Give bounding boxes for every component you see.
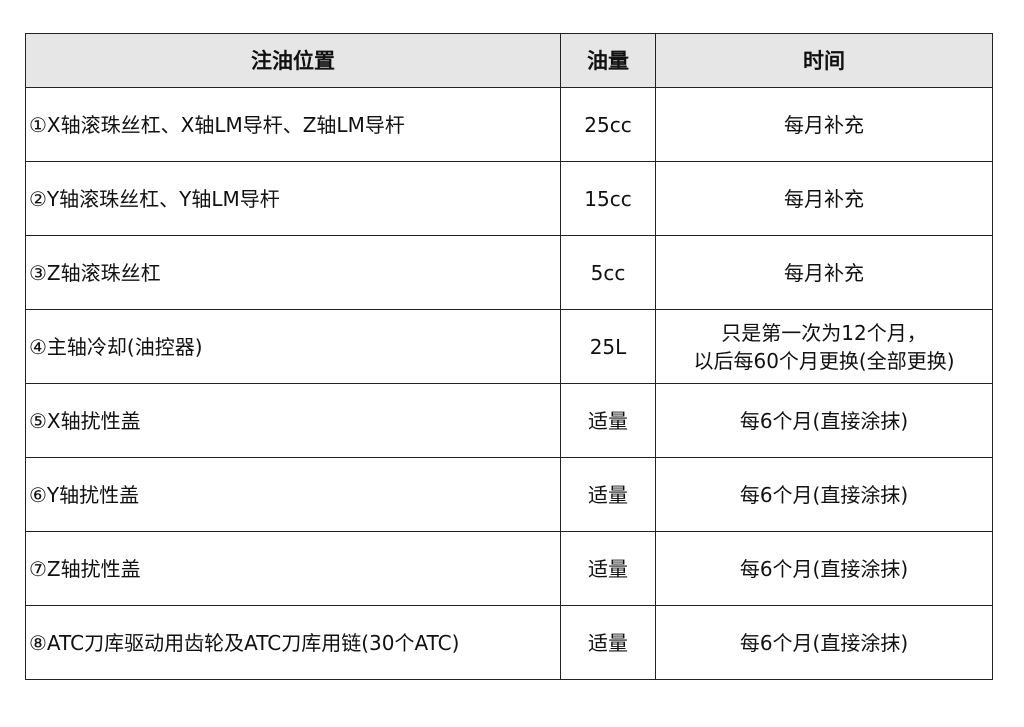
amount-text: 5cc (590, 260, 626, 285)
cell-amount: 25L (560, 309, 656, 384)
cell-position: ④主轴冷却(油控器) (25, 309, 561, 384)
time-text: 每月补充 (784, 186, 864, 211)
cell-position: ⑦Z轴扰性盖 (25, 531, 561, 606)
amount-text: 适量 (588, 630, 628, 655)
lubrication-table: 注油位置 油量 时间 ①X轴滚珠丝杠、X轴LM导杆、Z轴LM导杆 25cc 每月补充… (25, 33, 993, 680)
header-time: 时间 (655, 33, 993, 88)
amount-text: 适量 (588, 556, 628, 581)
table-row: ④主轴冷却(油控器) 25L 只是第一次为12个月， 以后每60个月更换(全部更换) (25, 309, 993, 384)
position-text: ②Y轴滚珠丝杠、Y轴LM导杆 (29, 186, 280, 211)
table-row: ⑥Y轴扰性盖 适量 每6个月(直接涂抹) (25, 457, 993, 532)
header-row: 注油位置 油量 时间 (25, 33, 993, 88)
cell-amount: 适量 (560, 605, 656, 680)
cell-time: 每6个月(直接涂抹) (655, 383, 993, 458)
amount-text: 25cc (584, 112, 632, 137)
time-text: 每6个月(直接涂抹) (739, 408, 909, 433)
amount-text: 适量 (588, 408, 628, 433)
cell-position: ①X轴滚珠丝杠、X轴LM导杆、Z轴LM导杆 (25, 87, 561, 162)
cell-amount: 15cc (560, 161, 656, 236)
table-row: ③Z轴滚珠丝杠 5cc 每月补充 (25, 235, 993, 310)
cell-position: ②Y轴滚珠丝杠、Y轴LM导杆 (25, 161, 561, 236)
time-text: 每6个月(直接涂抹) (739, 630, 909, 655)
position-text: ⑦Z轴扰性盖 (29, 556, 141, 581)
cell-time: 每6个月(直接涂抹) (655, 605, 993, 680)
position-text: ④主轴冷却(油控器) (29, 334, 203, 359)
table-row: ②Y轴滚珠丝杠、Y轴LM导杆 15cc 每月补充 (25, 161, 993, 236)
cell-time: 每6个月(直接涂抹) (655, 531, 993, 606)
cell-position: ⑤X轴扰性盖 (25, 383, 561, 458)
time-text: 每6个月(直接涂抹) (739, 482, 909, 507)
time-text: 只是第一次为12个月， (721, 320, 927, 345)
header-amount: 油量 (560, 33, 656, 88)
cell-time: 每月补充 (655, 235, 993, 310)
table-row: ⑦Z轴扰性盖 适量 每6个月(直接涂抹) (25, 531, 993, 606)
cell-time: 每月补充 (655, 161, 993, 236)
position-text: ⑧ATC刀库驱动用齿轮及ATC刀库用链(30个ATC) (29, 630, 460, 655)
cell-position: ⑧ATC刀库驱动用齿轮及ATC刀库用链(30个ATC) (25, 605, 561, 680)
table-row: ⑧ATC刀库驱动用齿轮及ATC刀库用链(30个ATC) 适量 每6个月(直接涂抹) (25, 605, 993, 680)
time-text: 每月补充 (784, 260, 864, 285)
cell-position: ③Z轴滚珠丝杠 (25, 235, 561, 310)
position-text: ①X轴滚珠丝杠、X轴LM导杆、Z轴LM导杆 (29, 112, 405, 137)
cell-amount: 适量 (560, 531, 656, 606)
position-text: ③Z轴滚珠丝杠 (29, 260, 161, 285)
position-text: ⑤X轴扰性盖 (29, 408, 141, 433)
cell-amount: 适量 (560, 383, 656, 458)
cell-time: 每月补充 (655, 87, 993, 162)
time-text: 每月补充 (784, 112, 864, 137)
time-text-line2: 以后每60个月更换(全部更换) (693, 348, 955, 373)
time-text: 每6个月(直接涂抹) (739, 556, 909, 581)
cell-time: 每6个月(直接涂抹) (655, 457, 993, 532)
amount-text: 适量 (588, 482, 628, 507)
cell-time: 只是第一次为12个月， 以后每60个月更换(全部更换) (655, 309, 993, 384)
table-row: ①X轴滚珠丝杠、X轴LM导杆、Z轴LM导杆 25cc 每月补充 (25, 87, 993, 162)
amount-text: 15cc (584, 186, 632, 211)
cell-amount: 适量 (560, 457, 656, 532)
cell-position: ⑥Y轴扰性盖 (25, 457, 561, 532)
header-position: 注油位置 (25, 33, 561, 88)
cell-amount: 25cc (560, 87, 656, 162)
position-text: ⑥Y轴扰性盖 (29, 482, 140, 507)
table-row: ⑤X轴扰性盖 适量 每6个月(直接涂抹) (25, 383, 993, 458)
amount-text: 25L (589, 334, 627, 359)
cell-amount: 5cc (560, 235, 656, 310)
